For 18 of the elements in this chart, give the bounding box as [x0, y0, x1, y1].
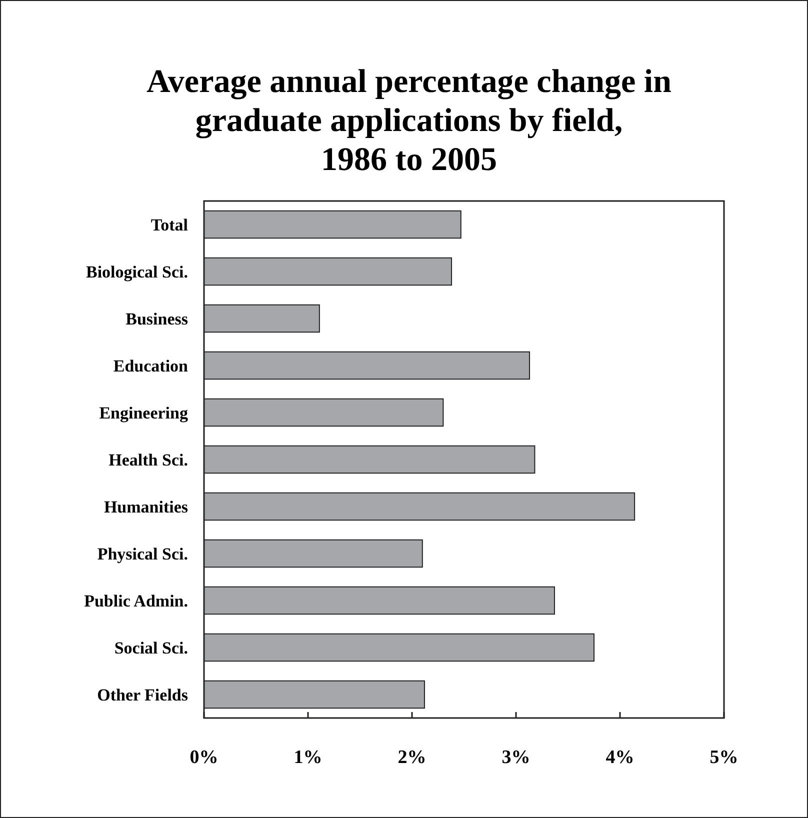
x-tick-label: 1% — [294, 747, 322, 768]
chart-title: Average annual percentage change in graduate applications by field, 1986 to 2005 — [146, 64, 672, 178]
y-tick-label: Other Fields — [97, 685, 188, 704]
y-tick-label: Social Sci. — [114, 638, 188, 658]
x-tick-label: 4% — [606, 747, 634, 768]
y-tick-label: Health Sci. — [108, 450, 188, 470]
y-tick-label: Total — [150, 215, 188, 234]
y-tick-label: Public Admin. — [84, 591, 188, 610]
y-tick-label: Business — [126, 309, 188, 328]
y-tick-label: Education — [113, 356, 189, 376]
x-tick-label: 2% — [398, 747, 426, 768]
y-tick-label: Humanities — [104, 497, 188, 516]
x-tick-label: 3% — [502, 747, 530, 768]
x-tick-label: 0% — [190, 747, 218, 768]
y-tick-label: Engineering — [99, 403, 188, 422]
y-tick-label: Biological Sci. — [86, 262, 188, 282]
x-tick-label: 5% — [710, 747, 738, 768]
y-tick-label: Physical Sci. — [97, 544, 188, 564]
